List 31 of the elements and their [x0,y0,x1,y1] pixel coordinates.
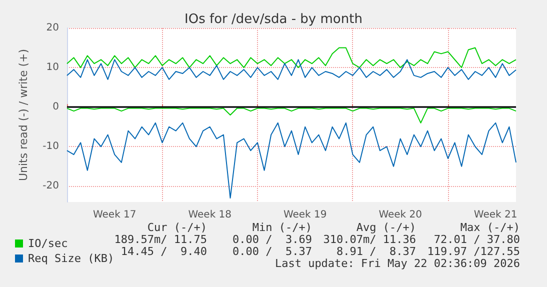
line-series [66,59,516,80]
y-axis-title: Units read (-) / write (+) [17,48,30,182]
text: Min (-/+) [252,221,312,234]
y-tick-label: 0 [52,102,59,113]
text: 310.07m/ 11.36 [323,233,416,246]
y-tick-label: 20 [46,22,59,34]
chart-title: IOs for /dev/sda - by month [184,12,362,27]
x-tick-label: Week 17 [92,210,136,220]
text: 72.01 / 37.80 [434,233,520,246]
legend-label: IO/sec [28,237,68,250]
line-series [66,47,516,68]
x-tick-label: Week 21 [474,210,518,220]
y-tick-label: 10 [46,62,59,74]
text: Max (-/+) [460,221,520,234]
line-series [66,122,516,199]
text: 8.91 / 8.37 [336,245,416,258]
y-tick-label: -10 [42,141,59,152]
x-tick-label: Week 18 [188,210,232,220]
legend-label: Req Size (KB) [28,252,114,265]
text: 189.57m/ 11.75 [114,233,207,246]
text: Avg (-/+) [356,221,416,234]
y-tick-label: -20 [42,180,59,192]
text: 14.45 / 9.40 [120,245,207,258]
text: 119.97 /127.55 [427,245,520,258]
text: Last update: Fri May 22 02:36:09 2026 [274,257,520,270]
text: 0.00 / 3.69 [232,233,312,246]
x-tick-label: Week 19 [283,210,327,220]
line-series [66,108,516,124]
text: Cur (-/+) [147,221,207,234]
x-tick-label: Week 20 [378,210,422,220]
text: 0.00 / 5.37 [232,245,312,258]
